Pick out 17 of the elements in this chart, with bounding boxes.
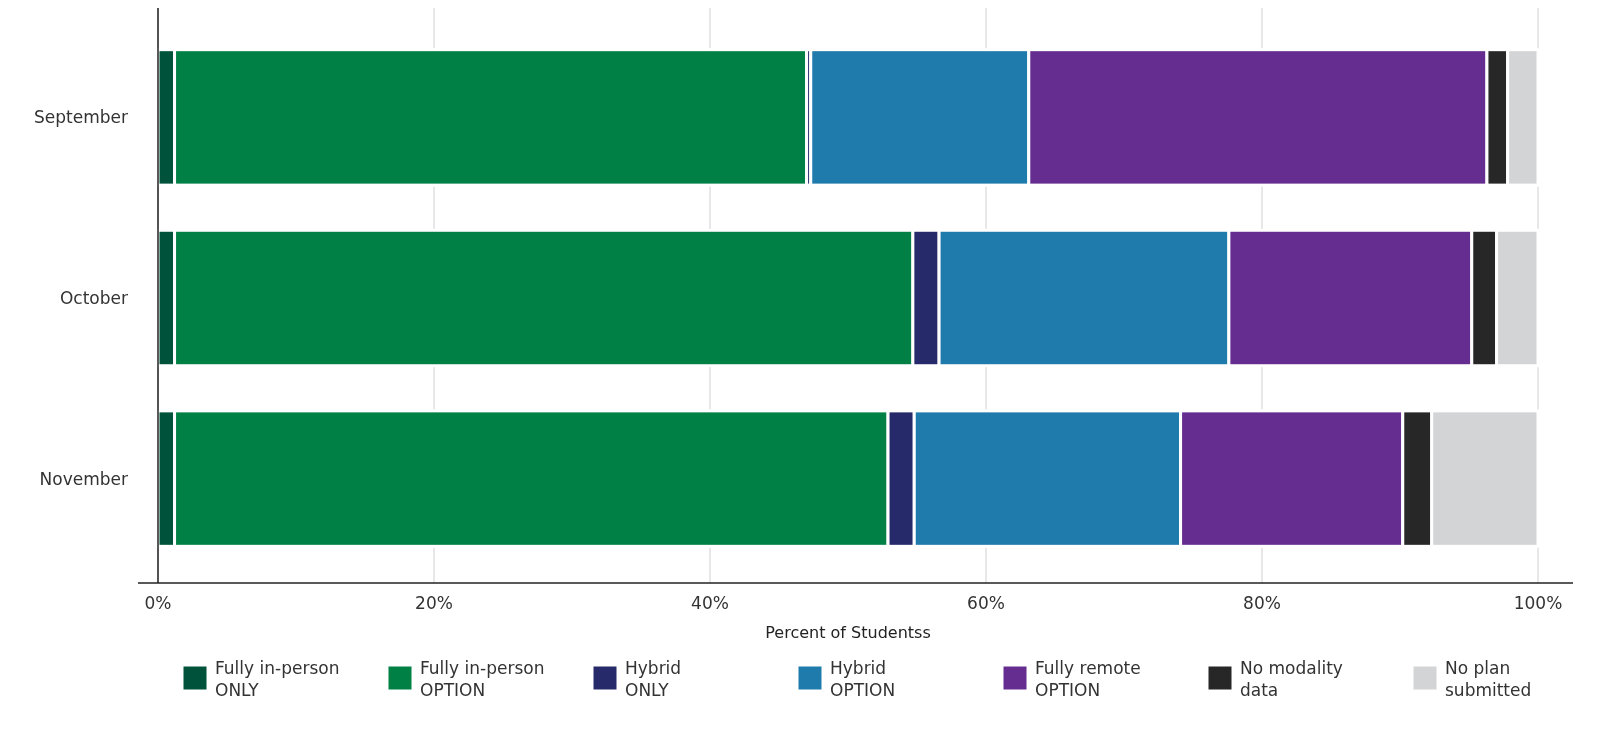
x-tick-label: 40%: [691, 593, 729, 613]
legend-label: No plan submitted: [1445, 658, 1532, 700]
x-tick-label: 0%: [144, 593, 172, 613]
legend-label: Fully in-person ONLY: [215, 658, 340, 700]
y-tick-label: November: [39, 468, 129, 489]
x-tick-label: 100%: [1513, 593, 1563, 613]
x-tick-label: 60%: [967, 593, 1005, 613]
x-tick-label: 20%: [415, 593, 453, 613]
y-tick-label: October: [59, 288, 128, 308]
x-axis-title: Percent of Studentss: [765, 623, 931, 642]
legend-label: Fully in-person OPTION: [420, 658, 545, 700]
legend-label: No modality data: [1240, 658, 1343, 700]
legend-label: Hybrid OPTION: [830, 658, 896, 700]
legend-label: Fully remote OPTION: [1035, 658, 1141, 700]
y-tick-label: September: [34, 107, 129, 128]
x-tick-label: 80%: [1243, 593, 1281, 613]
legend-label: Hybrid ONLY: [625, 658, 682, 700]
